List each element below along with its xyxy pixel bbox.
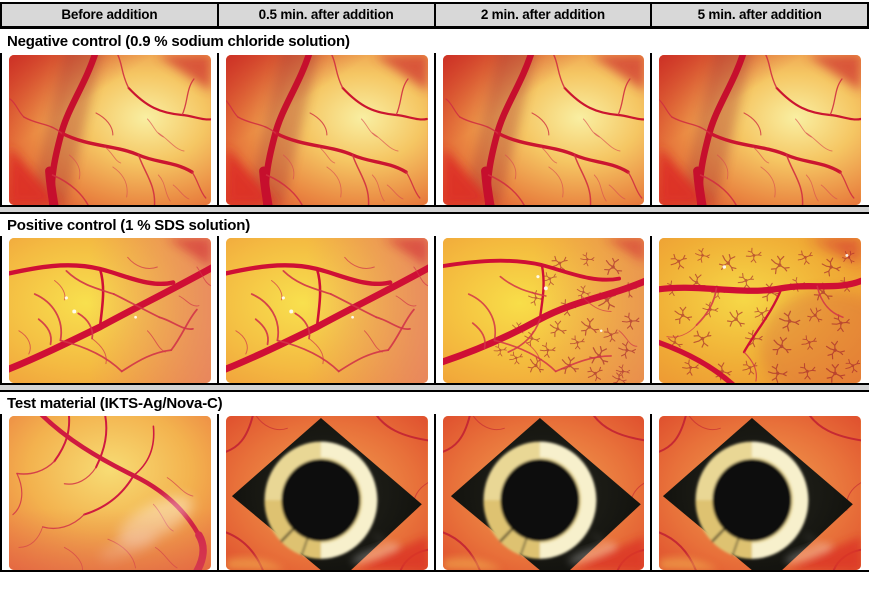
column-header-2-min: 2 min. after addition <box>433 4 651 26</box>
image-cell <box>219 53 436 205</box>
photo-negative-5-min <box>659 55 861 205</box>
photo-test-2-min <box>442 416 645 570</box>
photo-negative-2-min <box>442 55 645 205</box>
photo-negative-0-5-min <box>225 55 428 205</box>
image-cell <box>219 236 436 383</box>
section-divider <box>0 383 869 392</box>
image-cell <box>436 236 653 383</box>
figure-bottom-border <box>0 570 869 572</box>
image-cell <box>652 414 869 570</box>
image-cell <box>219 414 436 570</box>
image-cell <box>436 53 653 205</box>
column-header-0-5-min: 0.5 min. after addition <box>216 4 434 26</box>
het-cam-figure: Before addition 0.5 min. after addition … <box>0 2 869 572</box>
section-label-positive-control: Positive control (1 % SDS solution) <box>0 214 869 236</box>
table-header-row: Before addition 0.5 min. after addition … <box>0 2 869 29</box>
image-row-test-material <box>0 414 869 570</box>
photo-test-5-min <box>659 416 861 570</box>
photo-test-0-5-min <box>225 416 428 570</box>
image-cell <box>2 236 219 383</box>
image-row-positive-control <box>0 236 869 383</box>
photo-negative-before <box>9 55 211 205</box>
image-cell <box>652 53 869 205</box>
column-header-before-addition: Before addition <box>0 4 217 26</box>
photo-positive-before <box>9 238 211 383</box>
photo-positive-0-5-min <box>225 238 428 383</box>
image-cell <box>2 414 219 570</box>
column-header-5-min: 5 min. after addition <box>650 4 867 26</box>
image-cell <box>2 53 219 205</box>
image-cell <box>436 414 653 570</box>
image-row-negative-control <box>0 53 869 205</box>
photo-test-before <box>9 416 211 570</box>
section-divider <box>0 205 869 214</box>
image-cell <box>652 236 869 383</box>
photo-positive-2-min <box>442 238 645 383</box>
section-label-negative-control: Negative control (0.9 % sodium chloride … <box>0 29 869 53</box>
photo-positive-5-min <box>659 238 861 383</box>
section-label-test-material: Test material (IKTS-Ag/Nova-C) <box>0 392 869 414</box>
